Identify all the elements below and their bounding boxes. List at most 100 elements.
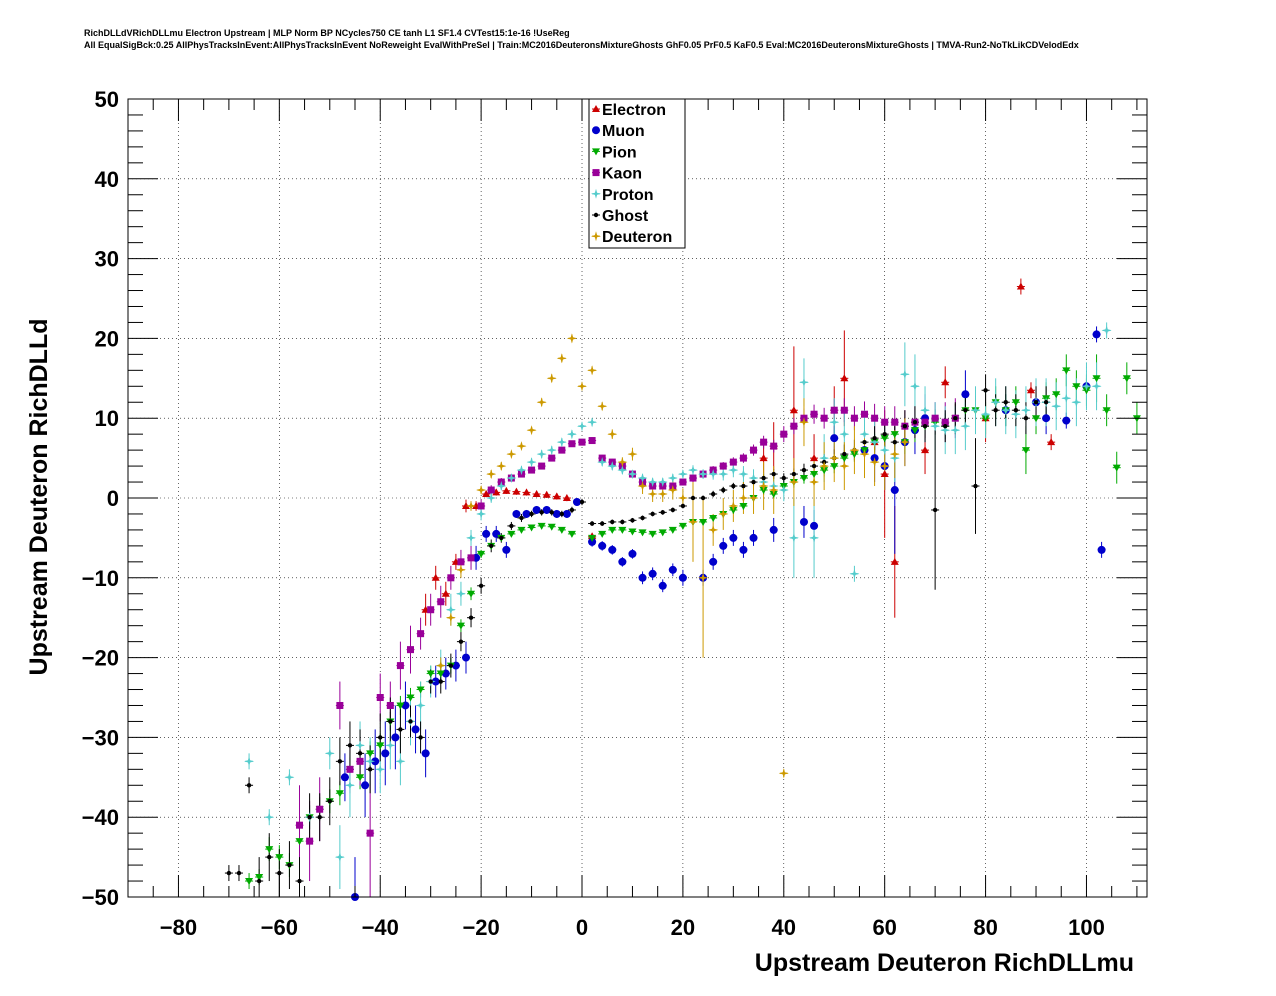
ghost-point (680, 503, 686, 509)
tick-labels: −80 −60 −40 −20 0 20 40 60 80 100 −50 −40 −30 −20 −10 0… (82, 87, 1105, 940)
muon-point (658, 581, 667, 590)
deuteron-point (657, 489, 668, 499)
muon-point (522, 509, 531, 518)
proton-point (839, 429, 850, 440)
deuteron-point (869, 457, 880, 468)
ghost-point (337, 759, 343, 764)
kaon-point (750, 446, 758, 454)
proton-point (990, 397, 1001, 408)
proton-point (566, 429, 577, 440)
legend-label-pion: Pion (602, 144, 637, 161)
ghost-point (973, 483, 978, 489)
pion-point (567, 530, 576, 538)
muon-point (1042, 414, 1051, 423)
pion-point (739, 502, 748, 510)
pion-point (658, 529, 667, 537)
muon-point (340, 773, 349, 782)
electron-point (512, 487, 521, 495)
ghost-point (468, 615, 474, 620)
electron-point (562, 494, 571, 501)
muon-point (638, 573, 647, 582)
legend-box (588, 98, 686, 249)
ghost-point (478, 583, 484, 588)
legend-label-kaon: Kaon (602, 166, 642, 183)
proton-point (930, 421, 941, 432)
muon-point (729, 533, 738, 542)
ghost-point (489, 543, 494, 549)
ghost-point (458, 639, 464, 644)
proton-point (667, 473, 678, 483)
muon-point (1062, 416, 1071, 425)
deuteron-point (849, 445, 860, 456)
pion-point (1052, 391, 1061, 399)
kaon-point (366, 829, 374, 837)
y-tick-label: −20 (82, 646, 119, 671)
pion-point (406, 694, 415, 702)
legend: Electron Muon Pion Kaon Proton Ghost Deuteron (588, 98, 686, 249)
proton-point (899, 369, 910, 380)
electron-point (461, 501, 470, 509)
pion-point (416, 686, 425, 694)
kaon-point (820, 414, 828, 422)
kaon-point (548, 454, 556, 462)
proton-point (284, 772, 295, 783)
deuteron-point (587, 365, 598, 376)
kaon-point (871, 414, 879, 422)
pion-point (910, 427, 919, 435)
muon-point (361, 781, 370, 790)
deuteron-point (516, 441, 527, 452)
ghost-point (317, 815, 322, 820)
pion-point (628, 528, 637, 536)
proton-point (264, 812, 275, 823)
pion-point (1122, 375, 1131, 383)
y-tick-label: 0 (107, 486, 119, 511)
deuteron-point (829, 453, 840, 464)
ghost-point (781, 475, 786, 481)
proton-point (738, 469, 749, 480)
muon-point (830, 434, 839, 443)
muon-point (739, 545, 748, 554)
electron-point (441, 589, 450, 597)
electron-point (1026, 386, 1035, 394)
proton-point (1051, 401, 1062, 412)
proton-point (799, 377, 809, 388)
ghost-point (771, 471, 776, 477)
kaon-point (376, 694, 384, 701)
kaon-point (356, 757, 364, 765)
ghost-point (529, 511, 534, 517)
proton-point (506, 473, 517, 483)
kaon-point (296, 821, 304, 829)
ghost-point (589, 521, 595, 526)
kaon-point (689, 474, 697, 482)
muon-point (512, 509, 521, 518)
x-tick-label: 100 (1068, 915, 1105, 940)
electron-point (789, 406, 798, 414)
pion-point (396, 702, 405, 710)
pion-point (608, 526, 617, 534)
muon-point (371, 757, 380, 766)
deuteron-point (435, 660, 446, 671)
proton-point (657, 477, 668, 487)
electron-point (1016, 282, 1025, 290)
pion-point (598, 530, 607, 538)
proton-point (980, 409, 991, 420)
deuteron-point (597, 401, 608, 412)
ghost-point (943, 423, 948, 429)
proton-point (647, 477, 658, 487)
muon-point (482, 529, 491, 538)
kaon-point (719, 462, 727, 470)
ghost-point (408, 719, 413, 724)
kaon-point (477, 502, 485, 510)
deuteron-point (819, 461, 830, 472)
ghost-point (246, 783, 252, 788)
muon-point (502, 545, 511, 554)
deuteron-point (718, 509, 729, 519)
pion-point (648, 530, 657, 538)
deuteron-point (758, 481, 769, 491)
legend-label-proton: Proton (602, 187, 654, 204)
ghost-point (388, 719, 393, 724)
proton-point (778, 485, 789, 495)
deuteron-point (708, 524, 719, 535)
proton-point (556, 437, 567, 448)
